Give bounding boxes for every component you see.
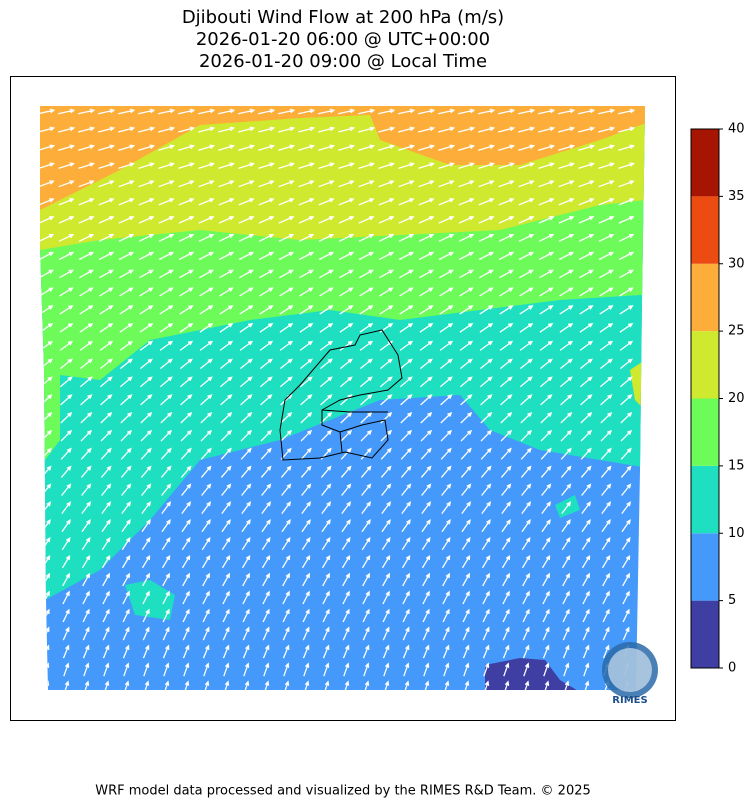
colorbar-segment (691, 465, 719, 534)
colorbar-tick-label: 20 (728, 391, 745, 406)
wind-field (40, 106, 645, 690)
colorbar-segment (691, 533, 719, 601)
logo: RIMES (602, 642, 658, 706)
colorbar: 0 5 10 15 20 25 30 35 40 (690, 122, 745, 676)
footer: WRF model data processed and visualized … (95, 784, 591, 799)
band-25-30 (40, 106, 645, 210)
colorbar-tick-label: 15 (728, 458, 745, 473)
logo-inner (608, 648, 652, 692)
country-border (279, 329, 403, 461)
title-line: 2026-01-20 09:00 @ Local Time (199, 51, 487, 72)
band-10-15 (125, 495, 580, 620)
colorbar-tick-label: 5 (728, 593, 736, 608)
colorbar-tick-label: 40 (728, 122, 745, 137)
colorbar-tick-label: 10 (728, 526, 745, 541)
logo-text: RIMES (612, 695, 647, 706)
colorbar-tick-label: 35 (728, 189, 745, 204)
title-line: Djibouti Wind Flow at 200 hPa (m/s) (182, 7, 504, 28)
colorbar-segment (691, 129, 719, 197)
colorbar-segment (691, 263, 719, 332)
colorbar-segment (691, 600, 719, 668)
arrows (40, 108, 636, 690)
map-frame (10, 76, 676, 721)
title-line: 2026-01-20 06:00 @ UTC+00:00 (196, 29, 490, 50)
arrow-glyphs (40, 108, 636, 690)
colorbar-segment (691, 398, 719, 466)
colorbar-segment (691, 331, 719, 399)
colorbar-tick-label: 25 (728, 324, 745, 339)
colorbar-tick-label: 0 (728, 661, 736, 676)
colorbar-tick-label: 30 (728, 256, 745, 271)
colorbar-segment (691, 196, 719, 264)
